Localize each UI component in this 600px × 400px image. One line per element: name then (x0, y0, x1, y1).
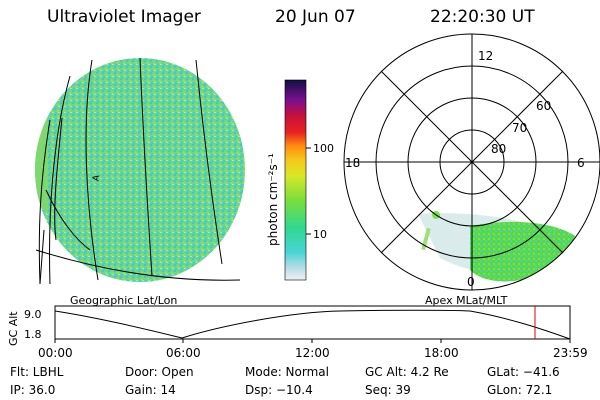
earth-disk (35, 58, 245, 282)
altitude-xtick-1200: 12:00 (295, 346, 330, 360)
colorbar-gradient (284, 79, 307, 281)
status-dsp: Dsp: −10.4 (245, 383, 313, 397)
colorbar: 100 10 photon cm⁻²s⁻¹ (266, 79, 334, 281)
status-filter: Flt: LBHL (10, 365, 64, 379)
aurora-region (470, 221, 575, 282)
geo-marker-label: A (92, 173, 103, 182)
altitude-ytick-low: 1.8 (24, 328, 42, 341)
altitude-plot-frame (54, 305, 571, 340)
altitude-curve (54, 309, 571, 340)
lon-grid (35, 57, 241, 285)
mlt-label-0: 0 (467, 275, 475, 289)
date-label: 20 Jun 07 (275, 7, 356, 27)
altitude-xtick-1800: 18:00 (424, 346, 459, 360)
colorbar-tick-10: 10 (313, 228, 327, 241)
status-ip: IP: 36.0 (10, 383, 56, 397)
polar-panel: 12 18 6 0 60 70 80 (343, 33, 600, 291)
status-glat: GLat: −41.6 (487, 365, 560, 379)
status-seq: Seq: 39 (365, 383, 411, 397)
status-door: Door: Open (125, 365, 194, 379)
altitude-plot: 9.0 1.8 GC Alt 00:00 06:00 12:00 18:00 2… (7, 305, 588, 360)
altitude-xtick-2359: 23:59 (553, 346, 588, 360)
status-glon: GLon: 72.1 (487, 383, 553, 397)
altitude-ylabel: GC Alt (7, 311, 20, 346)
altitude-ytick-high: 9.0 (24, 308, 42, 321)
status-gain: Gain: 14 (125, 383, 176, 397)
mlt-label-12: 12 (478, 49, 493, 63)
altitude-xtick-0000: 00:00 (38, 346, 73, 360)
altitude-xtick-0600: 06:00 (166, 346, 201, 360)
polar-panel-label: Apex MLat/MLT (425, 294, 508, 307)
mlt-label-6: 6 (577, 156, 585, 170)
mlt-label-18: 18 (345, 156, 360, 170)
colorbar-unit-label: photon cm⁻²s⁻¹ (266, 153, 280, 246)
colorbar-tick-100: 100 (313, 142, 334, 155)
app-title: Ultraviolet Imager (47, 7, 201, 27)
geo-image-panel: A (35, 57, 245, 285)
geo-panel-label: Geographic Lat/Lon (70, 294, 177, 307)
status-mode: Mode: Normal (245, 365, 329, 379)
mlat-label-70: 70 (512, 121, 527, 135)
status-gc-alt: GC Alt: 4.2 Re (365, 365, 449, 379)
time-label: 22:20:30 UT (430, 7, 535, 27)
mlat-label-60: 60 (536, 99, 551, 113)
mlat-label-80: 80 (491, 142, 506, 156)
